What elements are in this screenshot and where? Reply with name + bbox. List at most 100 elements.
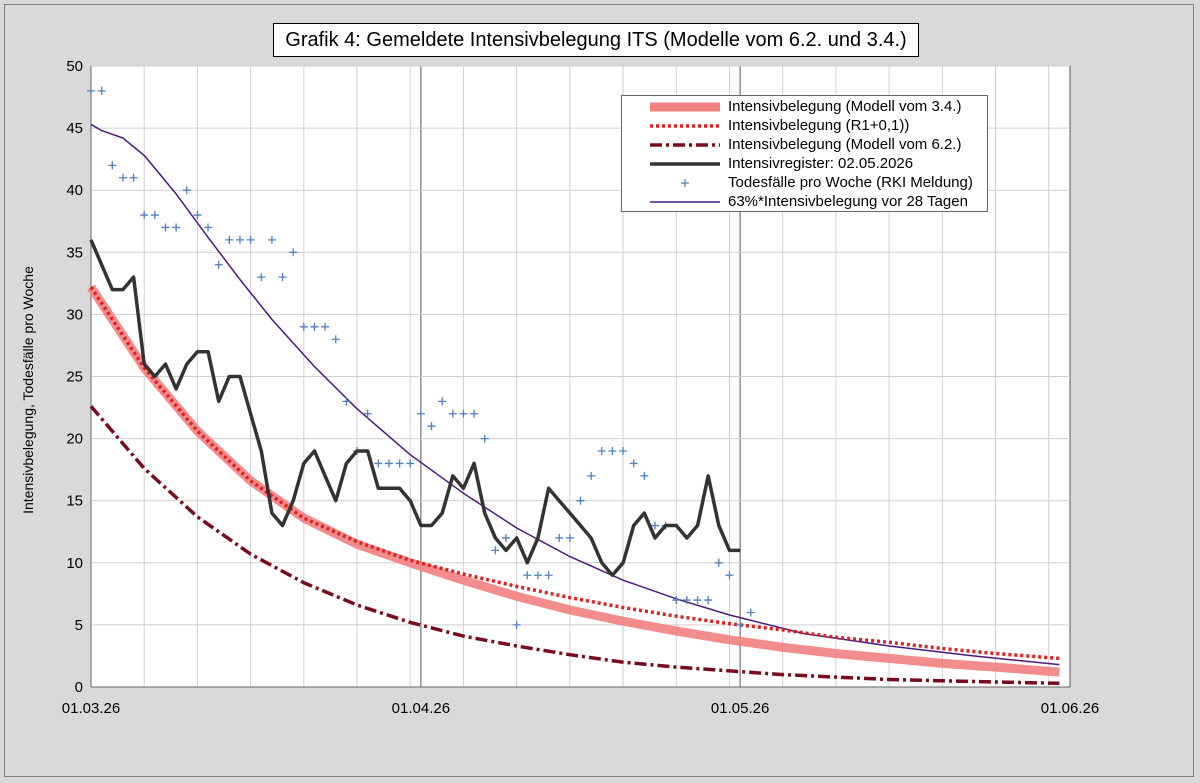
chart-title: Grafik 4: Gemeldete Intensivbelegung ITS… [273,23,919,57]
x-tick-label: 01.03.26 [62,700,120,717]
data-point-marker [619,447,628,456]
data-point-marker [225,235,234,244]
data-point-marker [629,459,638,468]
data-point-marker [565,533,574,542]
series-line-1 [89,286,1060,661]
data-point-marker [140,211,149,220]
data-point-marker [172,223,181,232]
data-point-marker [118,173,127,182]
legend-label: 63%*Intensivbelegung vor 28 Tagen [728,193,968,210]
y-tick-label: 15 [66,493,83,510]
data-point-marker [491,546,500,555]
series-line-2 [89,405,1060,686]
y-tick-label: 30 [66,306,83,323]
data-point-marker [608,447,617,456]
x-tick-label: 01.05.26 [711,700,769,717]
legend-item-model-62: Intensivbelegung (Modell vom 6.2.) [622,135,987,154]
legend: Intensivbelegung (Modell vom 3.4.) Inten… [621,95,988,212]
legend-swatch-model-62 [650,143,720,147]
y-tick-label: 25 [66,369,83,386]
legend-item-r1: Intensivbelegung (R1+0,1)) [622,116,987,135]
legend-swatch-model-34 [650,102,720,112]
y-tick-label: 50 [66,58,83,75]
data-point-marker [406,459,415,468]
data-point-marker [214,260,223,269]
data-point-marker [267,235,276,244]
y-tick-label: 0 [75,679,83,696]
legend-swatch-register [650,162,720,166]
data-point-marker [310,322,319,331]
data-point-marker [480,434,489,443]
data-point-marker [555,533,564,542]
data-point-marker [289,248,298,257]
y-tick-label: 5 [75,617,83,634]
legend-label: Intensivbelegung (R1+0,1)) [728,117,910,134]
data-point-marker [235,235,244,244]
x-tick-label: 01.04.26 [392,700,450,717]
data-point-marker [682,596,691,605]
data-point-marker [384,459,393,468]
y-tick-label: 40 [66,182,83,199]
data-point-marker [257,273,266,282]
data-point-marker [193,211,202,220]
series-line-5 [90,123,1060,666]
series-deaths-markers [87,86,755,629]
data-point-marker [299,322,308,331]
data-point-marker [470,409,479,418]
y-axis-label: Intensivbelegung, Todesfälle pro Woche [20,266,36,514]
data-point-marker [544,571,553,580]
data-point-marker [331,335,340,344]
data-point-marker [438,397,447,406]
data-point-marker [416,409,425,418]
data-point-marker [87,86,95,95]
y-tick-label: 20 [66,431,83,448]
legend-item-model-34: Intensivbelegung (Modell vom 3.4.) [622,97,987,116]
legend-label: Intensivregister: 02.05.2026 [728,155,914,172]
data-point-marker [204,223,213,232]
data-point-marker [150,211,159,220]
legend-item-63pct: 63%*Intensivbelegung vor 28 Tagen [622,192,987,211]
legend-item-deaths: Todesfälle pro Woche (RKI Meldung) [622,173,987,192]
x-tick-label: 01.06.26 [1041,700,1099,717]
data-point-marker [363,409,372,418]
data-point-marker [129,173,138,182]
data-point-marker [640,471,649,480]
axes: 01.03.26 01.04.26 01.05.26 01.06.26 0 5 10 15 20… [62,58,1099,717]
legend-label: Intensivbelegung (Modell vom 3.4.) [728,98,962,115]
data-point-marker [161,223,170,232]
data-point-marker [597,447,606,456]
data-point-marker [321,322,330,331]
data-point-marker [725,571,734,580]
data-point-marker [448,409,457,418]
y-tick-label: 10 [66,555,83,572]
data-point-marker [278,273,287,282]
data-point-marker [108,161,117,170]
data-point-marker [704,596,713,605]
data-point-marker [97,86,106,95]
data-point-marker [650,521,659,530]
data-point-marker [182,186,191,195]
legend-swatch-63pct [650,201,720,203]
series-layer [87,86,1060,686]
data-point-marker [587,471,596,480]
y-tick-label: 45 [66,120,83,137]
data-point-marker [395,459,404,468]
legend-item-register: Intensivregister: 02.05.2026 [622,154,987,173]
legend-label: Intensivbelegung (Modell vom 6.2.) [728,136,962,153]
data-point-marker [714,558,723,567]
y-tick-label: 35 [66,244,83,261]
data-point-marker [736,620,745,629]
legend-swatch-deaths [681,179,689,187]
data-point-marker [459,409,468,418]
data-point-marker [502,533,511,542]
data-point-marker [576,496,585,505]
legend-label: Todesfälle pro Woche (RKI Meldung) [728,174,973,191]
data-point-marker [672,596,681,605]
data-point-marker [246,235,255,244]
data-point-marker [427,422,436,431]
legend-swatch-r1 [650,124,720,128]
data-point-marker [746,608,755,617]
series-line-3 [89,239,741,577]
data-point-marker [512,620,521,629]
